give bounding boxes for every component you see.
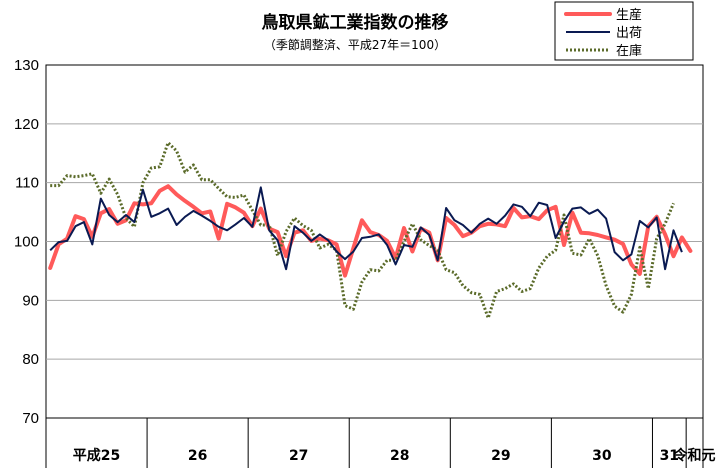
y-tick-label: 110: [15, 175, 39, 192]
legend-label: 在庫: [616, 44, 642, 59]
series-lines: [48, 141, 693, 320]
x-year-label: 30: [592, 448, 612, 464]
y-tick-label: 130: [14, 57, 39, 74]
x-year-label: 29: [491, 448, 510, 464]
y-tick-label: 100: [14, 234, 39, 251]
legend-label: 出荷: [616, 26, 642, 41]
x-year-label: 27: [289, 448, 308, 464]
y-axis: 70 80 90 100 110 120 130: [14, 57, 39, 427]
y-tick-label: 80: [22, 351, 39, 368]
x-year-label: 令和元: [673, 447, 716, 464]
chart-subtitle: （季節調整済、平成27年＝100）: [264, 37, 446, 52]
y-tick-label: 70: [22, 410, 39, 427]
x-year-label: 26: [188, 448, 207, 464]
x-year-label: 28: [390, 448, 409, 464]
x-year-label: 平成25: [73, 447, 120, 464]
plot-area: [45, 64, 704, 419]
chart-title: 鳥取県鉱工業指数の推移: [262, 12, 449, 33]
series-line-3: [50, 141, 675, 320]
legend-label: 生産: [616, 7, 642, 23]
series-line-2: [49, 186, 683, 271]
series-line-1: [48, 184, 693, 278]
y-tick-label: 90: [22, 292, 39, 309]
x-year-label: 31: [660, 448, 679, 464]
y-tick-label: 120: [14, 116, 39, 133]
